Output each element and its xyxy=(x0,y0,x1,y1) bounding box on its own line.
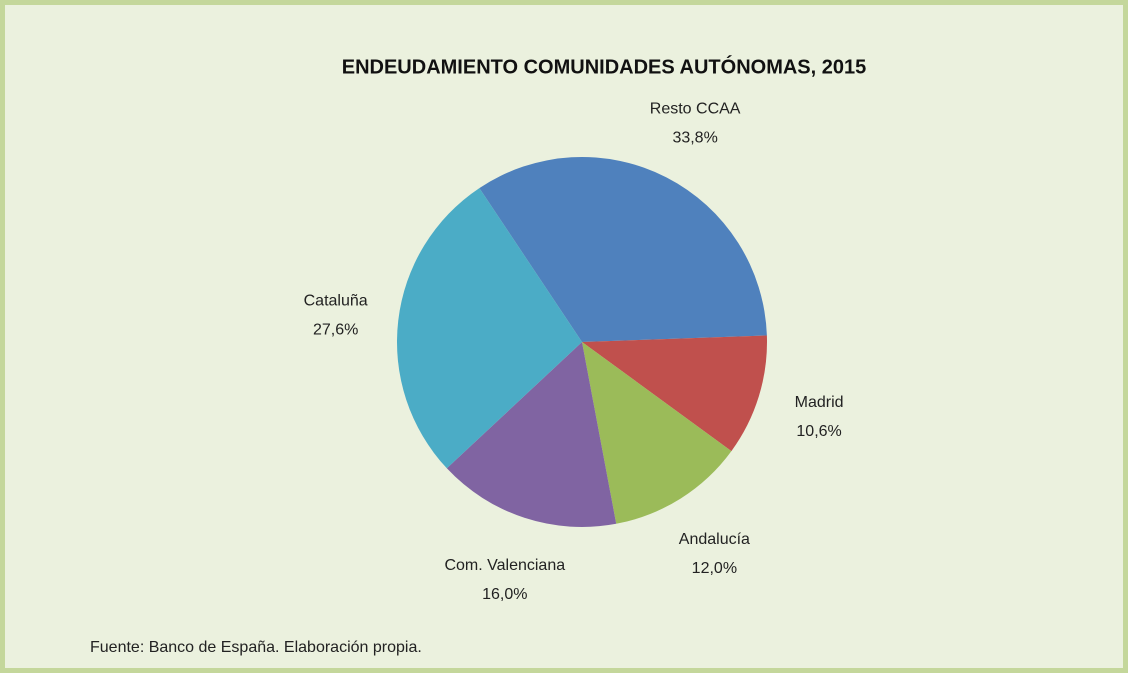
pie-slice xyxy=(479,157,767,342)
slice-label: Com. Valenciana xyxy=(444,557,565,574)
slice-value-label: 12,0% xyxy=(692,560,737,577)
source-note: Fuente: Banco de España. Elaboración pro… xyxy=(90,639,422,656)
slice-value-label: 27,6% xyxy=(313,322,358,339)
pie-slice xyxy=(396,188,582,469)
chart-title: ENDEUDAMIENTO COMUNIDADES AUTÓNOMAS, 201… xyxy=(342,54,867,78)
slice-value-label: 16,0% xyxy=(482,586,527,603)
slice-value-label: 33,8% xyxy=(672,130,717,147)
slice-label: Cataluña xyxy=(304,293,368,310)
pie-slice xyxy=(582,342,732,524)
slice-label: Madrid xyxy=(795,394,844,411)
pie-slice xyxy=(446,342,617,528)
slice-label: Resto CCAA xyxy=(650,101,741,118)
slice-value-label: 10,6% xyxy=(796,423,841,440)
slice-label: Andalucía xyxy=(679,531,750,548)
pie-slice xyxy=(582,335,767,452)
